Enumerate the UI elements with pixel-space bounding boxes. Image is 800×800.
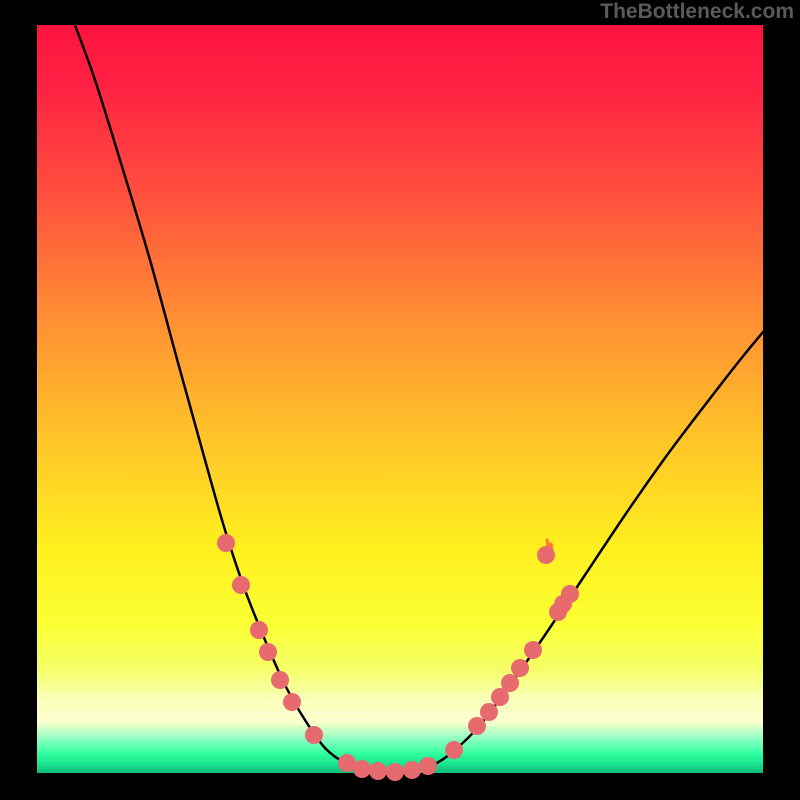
data-point <box>271 671 289 689</box>
gradient-stripe <box>37 702 763 704</box>
data-point <box>232 576 250 594</box>
data-point <box>403 761 421 779</box>
gradient-stripe <box>37 757 763 759</box>
gradient-stripe <box>37 731 763 733</box>
data-point <box>353 760 371 778</box>
gradient-stripe <box>37 748 763 750</box>
data-point <box>419 757 437 775</box>
data-point <box>386 763 404 781</box>
attribution-watermark: TheBottleneck.com <box>600 0 794 24</box>
chart-stage: TheBottleneck.com <box>0 0 800 800</box>
bottleneck-v-curve-chart <box>0 0 800 800</box>
data-point <box>480 703 498 721</box>
data-point <box>369 762 387 780</box>
data-point <box>501 674 519 692</box>
gradient-stripe <box>37 694 763 696</box>
gradient-stripe <box>37 712 763 714</box>
data-point <box>283 693 301 711</box>
data-point <box>537 546 555 564</box>
data-point <box>511 659 529 677</box>
data-point <box>445 741 463 759</box>
data-point <box>217 534 235 552</box>
data-point <box>561 585 579 603</box>
gradient-stripe <box>37 724 763 726</box>
data-point <box>468 717 486 735</box>
gradient-stripe <box>37 740 763 742</box>
data-point <box>259 643 277 661</box>
data-point <box>250 621 268 639</box>
data-point <box>524 641 542 659</box>
data-point <box>305 726 323 744</box>
gradient-background <box>37 25 763 773</box>
